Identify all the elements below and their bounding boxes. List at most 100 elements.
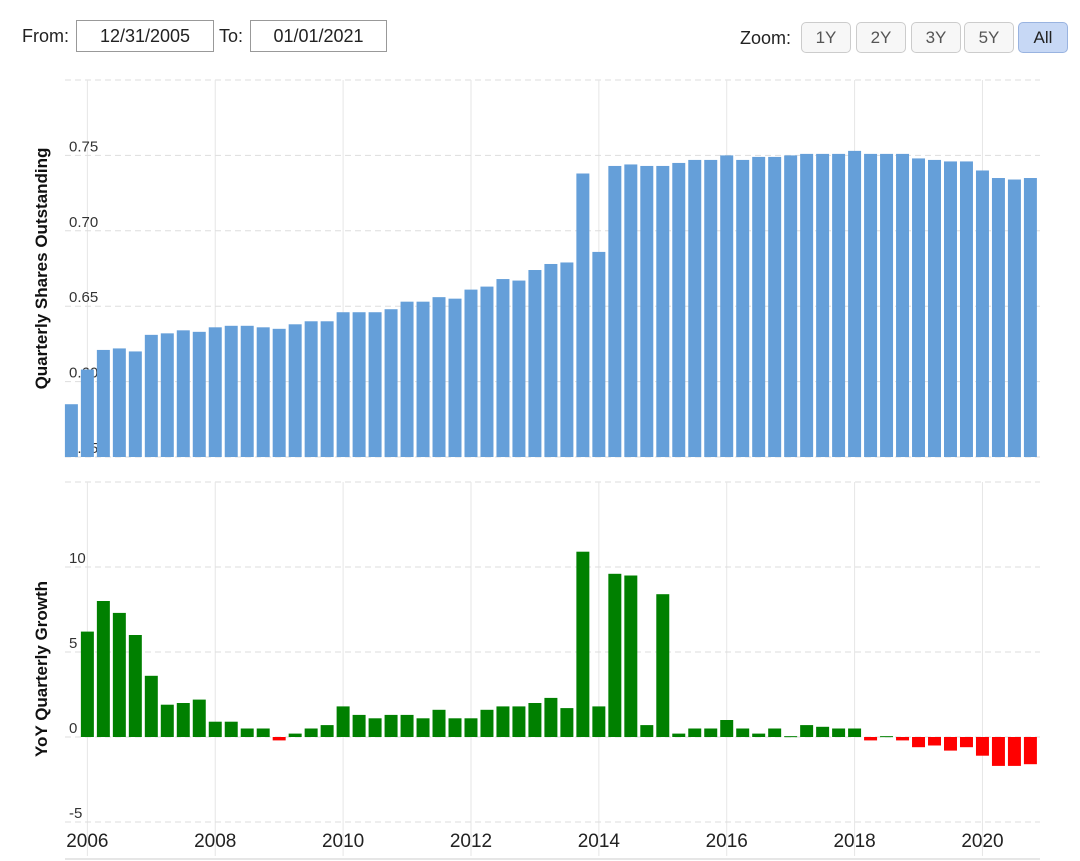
bar xyxy=(400,714,414,737)
bar xyxy=(672,733,686,737)
bar xyxy=(943,161,957,457)
bar xyxy=(640,725,654,737)
bar xyxy=(624,164,638,457)
bar xyxy=(384,714,398,737)
y-tick-label: 10 xyxy=(69,550,86,567)
bar xyxy=(752,156,766,457)
bar xyxy=(320,321,334,457)
bar xyxy=(991,737,1005,766)
bar xyxy=(192,331,206,457)
bar xyxy=(912,737,926,748)
bar xyxy=(320,725,334,737)
bar xyxy=(704,159,718,457)
bar xyxy=(832,728,846,737)
bar xyxy=(352,714,366,737)
bar xyxy=(720,720,734,737)
bar xyxy=(528,703,542,737)
bar xyxy=(336,312,350,457)
y-tick-label: 0 xyxy=(69,720,77,737)
bar xyxy=(816,153,830,457)
bar xyxy=(400,301,414,457)
bar xyxy=(720,155,734,457)
bar xyxy=(480,709,494,737)
bar xyxy=(864,737,878,741)
bar xyxy=(240,325,254,457)
bar xyxy=(592,706,606,737)
bar xyxy=(432,297,446,457)
bar xyxy=(256,728,270,737)
bar xyxy=(128,351,142,457)
bar xyxy=(352,312,366,457)
x-tick-label: 2018 xyxy=(833,831,875,852)
bar xyxy=(560,708,574,737)
bar xyxy=(832,153,846,457)
bar xyxy=(608,573,622,737)
bar xyxy=(112,612,126,737)
bar xyxy=(304,321,318,457)
to-input[interactable]: 01/01/2021 xyxy=(250,20,387,52)
from-label: From: xyxy=(22,26,69,46)
bar xyxy=(176,703,190,737)
bar xyxy=(896,153,910,457)
bar xyxy=(160,333,174,457)
bar xyxy=(224,325,238,457)
to-label: To: xyxy=(219,26,244,46)
bar xyxy=(416,301,430,457)
bar xyxy=(880,153,894,457)
y-tick-label: 0.65 xyxy=(69,289,98,306)
bar xyxy=(975,170,989,458)
zoom-button[interactable]: 2Y xyxy=(856,22,906,53)
bar xyxy=(176,330,190,457)
zoom-button[interactable]: 3Y xyxy=(911,22,961,53)
bar xyxy=(896,737,910,741)
bar xyxy=(464,718,478,737)
y-axis-title: YoY Quarterly Growth xyxy=(32,581,51,757)
bar xyxy=(416,718,430,737)
bar xyxy=(816,726,830,737)
bar xyxy=(128,635,142,737)
bar xyxy=(704,728,718,737)
bar xyxy=(1023,178,1037,457)
zoom-button[interactable]: All xyxy=(1018,22,1068,53)
bar xyxy=(432,709,446,737)
zoom-button[interactable]: 1Y xyxy=(801,22,851,53)
bar xyxy=(288,733,302,737)
zoom-button[interactable]: 5Y xyxy=(964,22,1014,53)
bar xyxy=(496,279,510,457)
bar xyxy=(656,594,670,737)
bar xyxy=(672,162,686,457)
from-input[interactable]: 12/31/2005 xyxy=(76,20,214,52)
bar xyxy=(272,737,286,741)
bar xyxy=(975,737,989,756)
bar xyxy=(576,173,590,457)
bar xyxy=(304,728,318,737)
bar xyxy=(848,728,862,737)
bar xyxy=(640,165,654,457)
bar xyxy=(784,736,798,738)
x-tick-label: 2016 xyxy=(706,831,748,852)
bar xyxy=(928,159,942,457)
bar xyxy=(959,737,973,748)
bar xyxy=(656,165,670,457)
bar xyxy=(480,286,494,457)
bar xyxy=(160,704,174,737)
zoom-label: Zoom: xyxy=(740,28,792,48)
bar xyxy=(368,718,382,737)
bar xyxy=(800,725,814,737)
y-tick-label: -5 xyxy=(69,805,82,822)
bar xyxy=(1023,737,1037,765)
bar xyxy=(224,721,238,737)
y-axis-title: Quarterly Shares Outstanding xyxy=(32,148,51,390)
bar xyxy=(848,150,862,457)
bar xyxy=(512,706,526,737)
bar xyxy=(576,551,590,737)
bar xyxy=(272,328,286,457)
bar xyxy=(80,631,94,737)
bar xyxy=(464,289,478,457)
x-tick-label: 2008 xyxy=(194,831,236,852)
x-tick-label: 2010 xyxy=(322,831,364,852)
bar xyxy=(752,733,766,737)
bar xyxy=(880,736,894,738)
